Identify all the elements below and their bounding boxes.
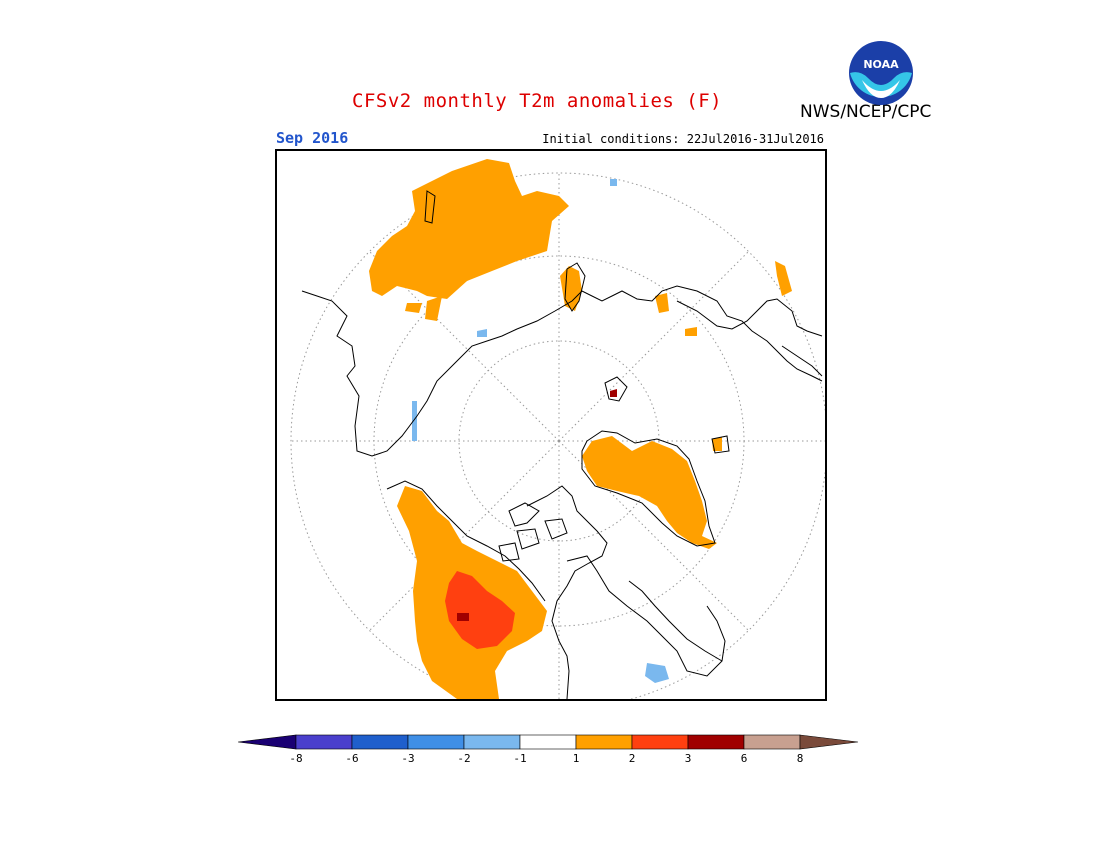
anomaly-region-greenland-patch: [712, 437, 722, 451]
color-legend-bin: [463, 734, 521, 750]
anomaly-region-cool-patch: [412, 401, 417, 441]
color-legend-bar: [238, 734, 859, 750]
coastline-greenland: [581, 430, 716, 547]
color-legend-bin: [575, 734, 633, 750]
coastline-europe-south: [781, 345, 823, 377]
anomaly-region-siberia-patch: [405, 303, 422, 313]
polar-map: [275, 149, 827, 701]
coastline-eurasia: [301, 285, 823, 457]
color-legend-tick-label: -6: [345, 752, 359, 765]
color-legend-tick-label: -1: [513, 752, 527, 765]
anomaly-region-cool-patch: [645, 663, 669, 683]
anomaly-region-europe-patch: [775, 261, 792, 296]
polar-map-svg: [290, 159, 825, 699]
anomaly-region-north-america-core: [445, 571, 515, 649]
anomaly-region-siberia: [369, 159, 569, 299]
coastline-labrador: [628, 580, 723, 662]
color-legend-bins: [238, 734, 859, 750]
color-legend-bin: [687, 734, 745, 750]
anomaly-region-europe-patch: [655, 293, 669, 313]
coastlines: [301, 190, 823, 699]
noaa-logo-text: NOAA: [863, 58, 899, 71]
color-legend-bin: [519, 734, 577, 750]
graticule-outer-circle: [290, 172, 825, 699]
noaa-logo: NOAA: [849, 41, 913, 105]
coastline-svalbard: [604, 376, 628, 402]
color-legend-bin: [295, 734, 353, 750]
anomaly-region-cool-patch: [610, 179, 617, 186]
color-legend-tick-label: 2: [628, 752, 636, 765]
coastline-europe: [676, 298, 823, 337]
color-legend-tick-label: 3: [684, 752, 692, 765]
anomaly-region-siberia-patch: [425, 296, 442, 321]
anomaly-region-cool-patch: [477, 329, 487, 337]
coastline-arctic-canada: [498, 502, 568, 562]
color-legend-right-arrow: [799, 734, 859, 750]
color-legend-tick-label: -8: [289, 752, 303, 765]
coastline-novaya-zemlya: [564, 262, 586, 312]
initial-conditions: Initial conditions: 22Jul2016-31Jul2016: [542, 132, 824, 146]
coastline-taymyr: [424, 190, 436, 224]
anomaly-region-dark-red-spot: [457, 613, 469, 621]
color-legend-bin: [743, 734, 801, 750]
anomaly-region-dark-red-spot: [610, 389, 617, 397]
agency-label: NWS/NCEP/CPC: [800, 102, 932, 122]
color-legend-tick-label: 1: [572, 752, 580, 765]
anomaly-region-greenland: [582, 436, 717, 549]
coastline-hudson: [566, 555, 726, 677]
color-legend-tick-label: -2: [457, 752, 471, 765]
color-legend-tick-label: 6: [740, 752, 748, 765]
color-legend-bin: [631, 734, 689, 750]
graticule: [290, 172, 825, 699]
chart-title: CFSv2 monthly T2m anomalies (F): [352, 90, 723, 112]
color-legend-bin: [351, 734, 409, 750]
color-legend-bin: [407, 734, 465, 750]
anomaly-region-scandinavia: [560, 266, 582, 311]
coastline-iceland: [711, 435, 730, 454]
coastline-arctic-islands: [526, 485, 608, 699]
color-legend-tick-label: 8: [796, 752, 804, 765]
forecast-month: Sep 2016: [276, 129, 349, 147]
coastline-alaska: [386, 480, 546, 602]
anomaly-region-europe-patch: [685, 327, 697, 336]
meridian: [558, 250, 750, 442]
color-legend-left-arrow: [238, 734, 297, 750]
color-legend-tick-label: -3: [401, 752, 415, 765]
